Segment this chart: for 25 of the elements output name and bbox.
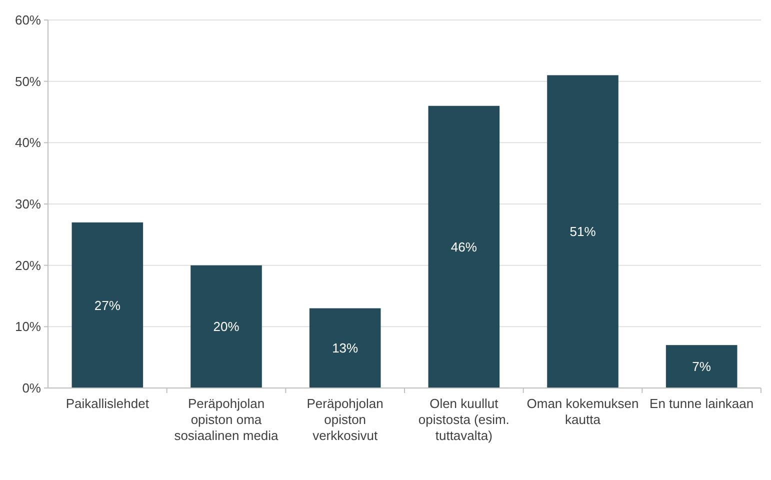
data-label: 20% bbox=[213, 319, 240, 334]
x-tick-label: Olen kuullut opistosta (esim. tuttavalta) bbox=[418, 396, 510, 443]
data-label: 51% bbox=[570, 224, 596, 240]
data-label: 13% bbox=[332, 340, 359, 356]
x-tick-label: Oman kokemuksen kautta bbox=[526, 396, 639, 427]
y-tick-label: 0% bbox=[22, 380, 42, 396]
data-label: 46% bbox=[450, 239, 478, 254]
y-tick-label: 60% bbox=[14, 12, 42, 28]
data-label: 27% bbox=[94, 298, 121, 313]
x-tick-label: Paikallislehdet bbox=[66, 396, 150, 411]
y-tick-label: 40% bbox=[14, 135, 42, 150]
x-tick-label: En tunne lainkaan bbox=[650, 396, 754, 411]
y-tick-label: 50% bbox=[14, 74, 42, 89]
bar bbox=[428, 106, 500, 388]
bar bbox=[190, 265, 262, 388]
y-tick-label: 30% bbox=[14, 196, 42, 212]
y-tick-label: 20% bbox=[14, 258, 42, 273]
x-tick-label: Peräpohjolan opiston oma sosiaalinen media bbox=[174, 396, 280, 443]
bar bbox=[547, 75, 618, 388]
data-label: 7% bbox=[692, 359, 712, 374]
y-tick-label: 10% bbox=[14, 319, 42, 334]
bar bbox=[666, 345, 738, 388]
x-tick-label: Peräpohjolan opiston verkkosivut bbox=[306, 396, 384, 443]
bar bbox=[72, 222, 144, 388]
bar bbox=[309, 308, 381, 388]
